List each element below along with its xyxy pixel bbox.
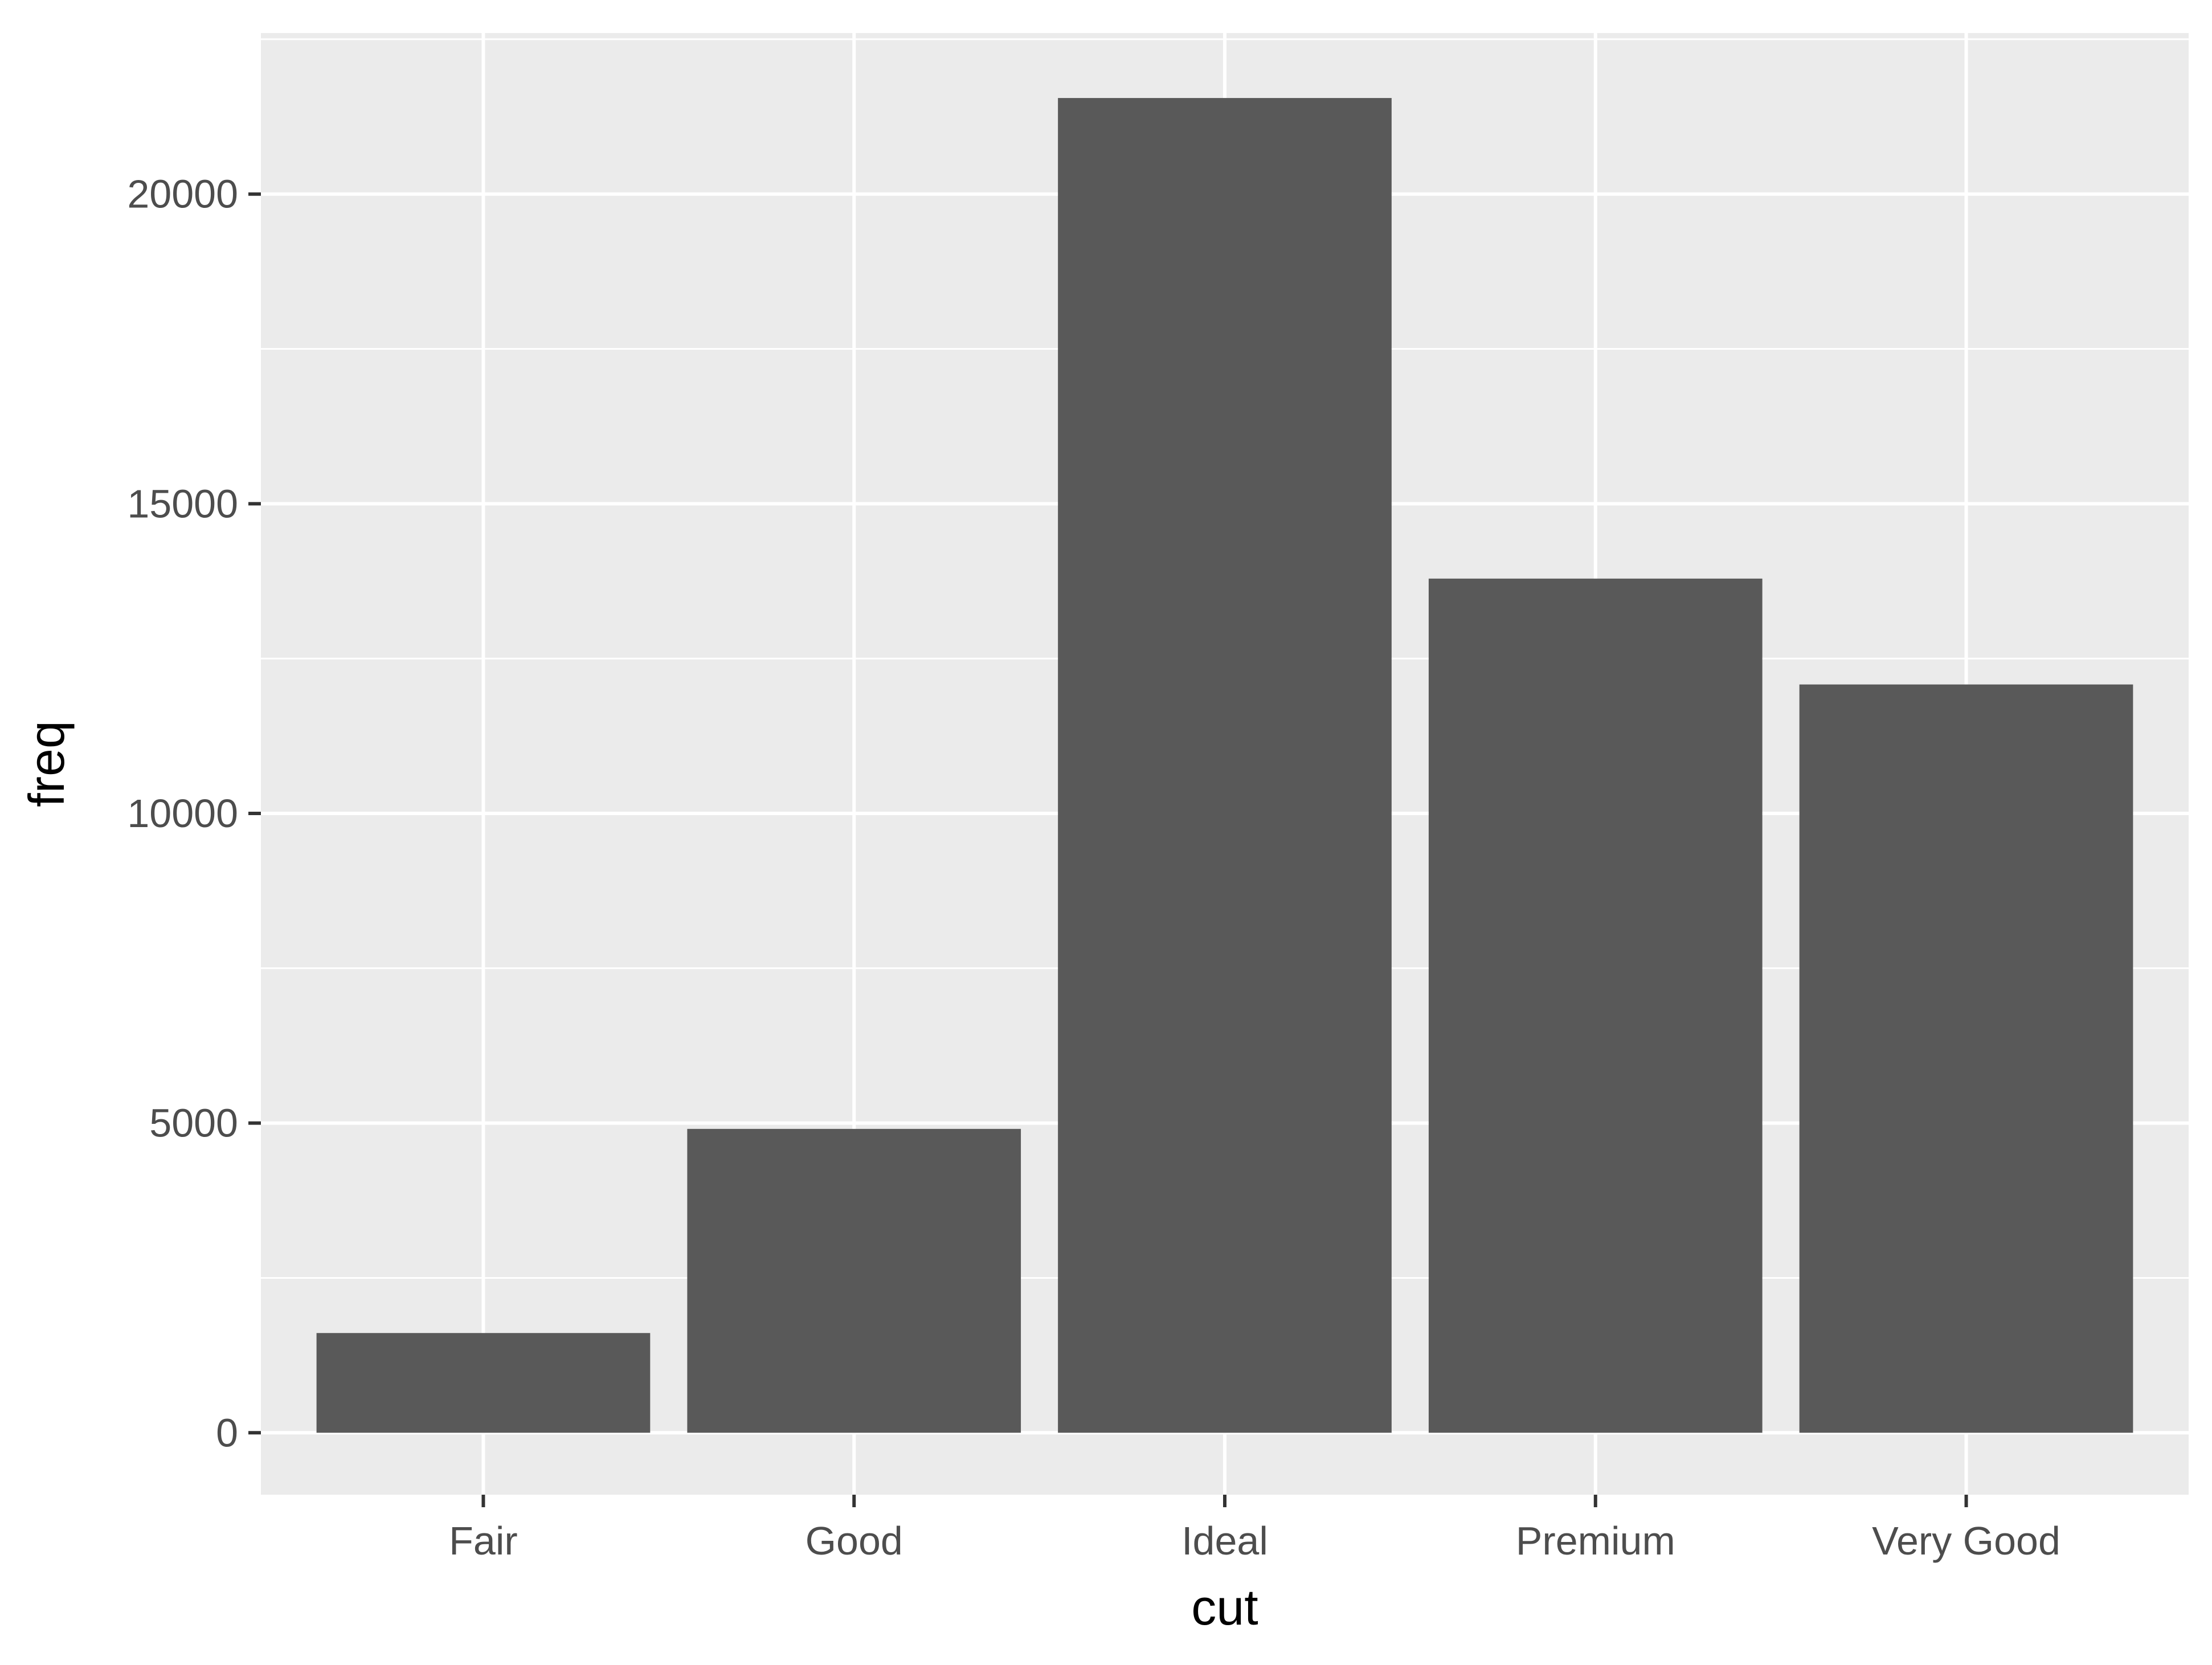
y-axis: 0 5000 10000 15000 20000 bbox=[127, 172, 261, 1455]
x-tick-label: Fair bbox=[449, 1519, 518, 1563]
y-tick-label: 5000 bbox=[149, 1101, 238, 1146]
x-tick-label: Good bbox=[806, 1519, 903, 1563]
y-axis-title: freq bbox=[18, 721, 75, 807]
bar-good bbox=[687, 1128, 1021, 1433]
x-tick-label: Very Good bbox=[1872, 1519, 2060, 1563]
y-tick-label: 15000 bbox=[127, 481, 238, 526]
x-tick-label: Premium bbox=[1516, 1519, 1675, 1563]
x-axis-title: cut bbox=[1191, 1579, 1258, 1635]
bar-very-good bbox=[1799, 684, 2133, 1433]
bars bbox=[316, 98, 2133, 1433]
bar-fair bbox=[316, 1333, 651, 1433]
y-tick-label: 10000 bbox=[127, 791, 238, 836]
y-tick-label: 20000 bbox=[127, 172, 238, 216]
bar-ideal bbox=[1058, 98, 1392, 1433]
x-tick-label: Ideal bbox=[1181, 1519, 1268, 1563]
y-tick-label: 0 bbox=[216, 1410, 238, 1455]
x-axis: Fair Good Ideal Premium Very Good bbox=[449, 1495, 2060, 1563]
bar-premium bbox=[1428, 578, 1763, 1433]
